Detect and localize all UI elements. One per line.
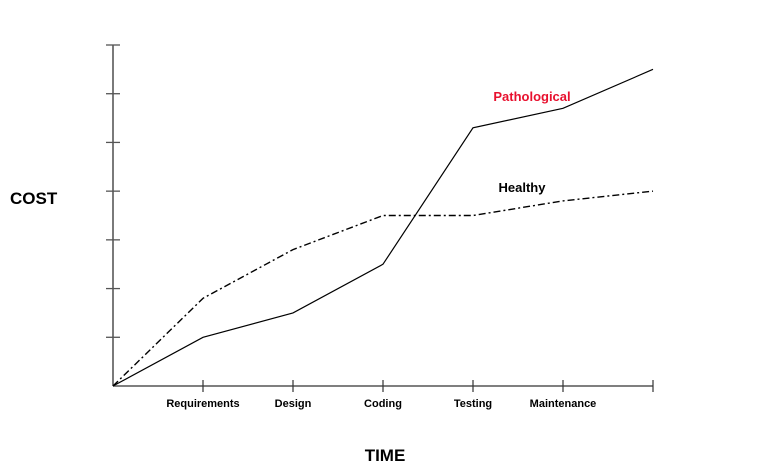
axes: [106, 44, 654, 392]
x-tick-label: Testing: [454, 398, 492, 410]
series-line-pathological: [112, 68, 654, 387]
x-tick-label: Coding: [364, 398, 402, 410]
series-line-healthy: [112, 190, 654, 387]
x-tick-label: Maintenance: [530, 398, 597, 410]
y-axis-title: COST: [10, 189, 58, 208]
series-lines: [112, 68, 654, 387]
labels: Requirements Design Coding Testing Maintenan…: [166, 398, 596, 410]
x-tick-label: Design: [275, 398, 312, 410]
x-axis-title: TIME: [365, 446, 406, 465]
series-label-pathological: Pathological: [493, 89, 570, 104]
series-label-healthy: Healthy: [499, 180, 547, 195]
x-tick-label: Requirements: [166, 398, 239, 410]
